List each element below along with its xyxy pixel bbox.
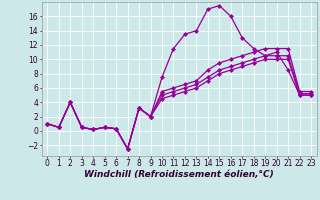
X-axis label: Windchill (Refroidissement éolien,°C): Windchill (Refroidissement éolien,°C) [84, 170, 274, 179]
